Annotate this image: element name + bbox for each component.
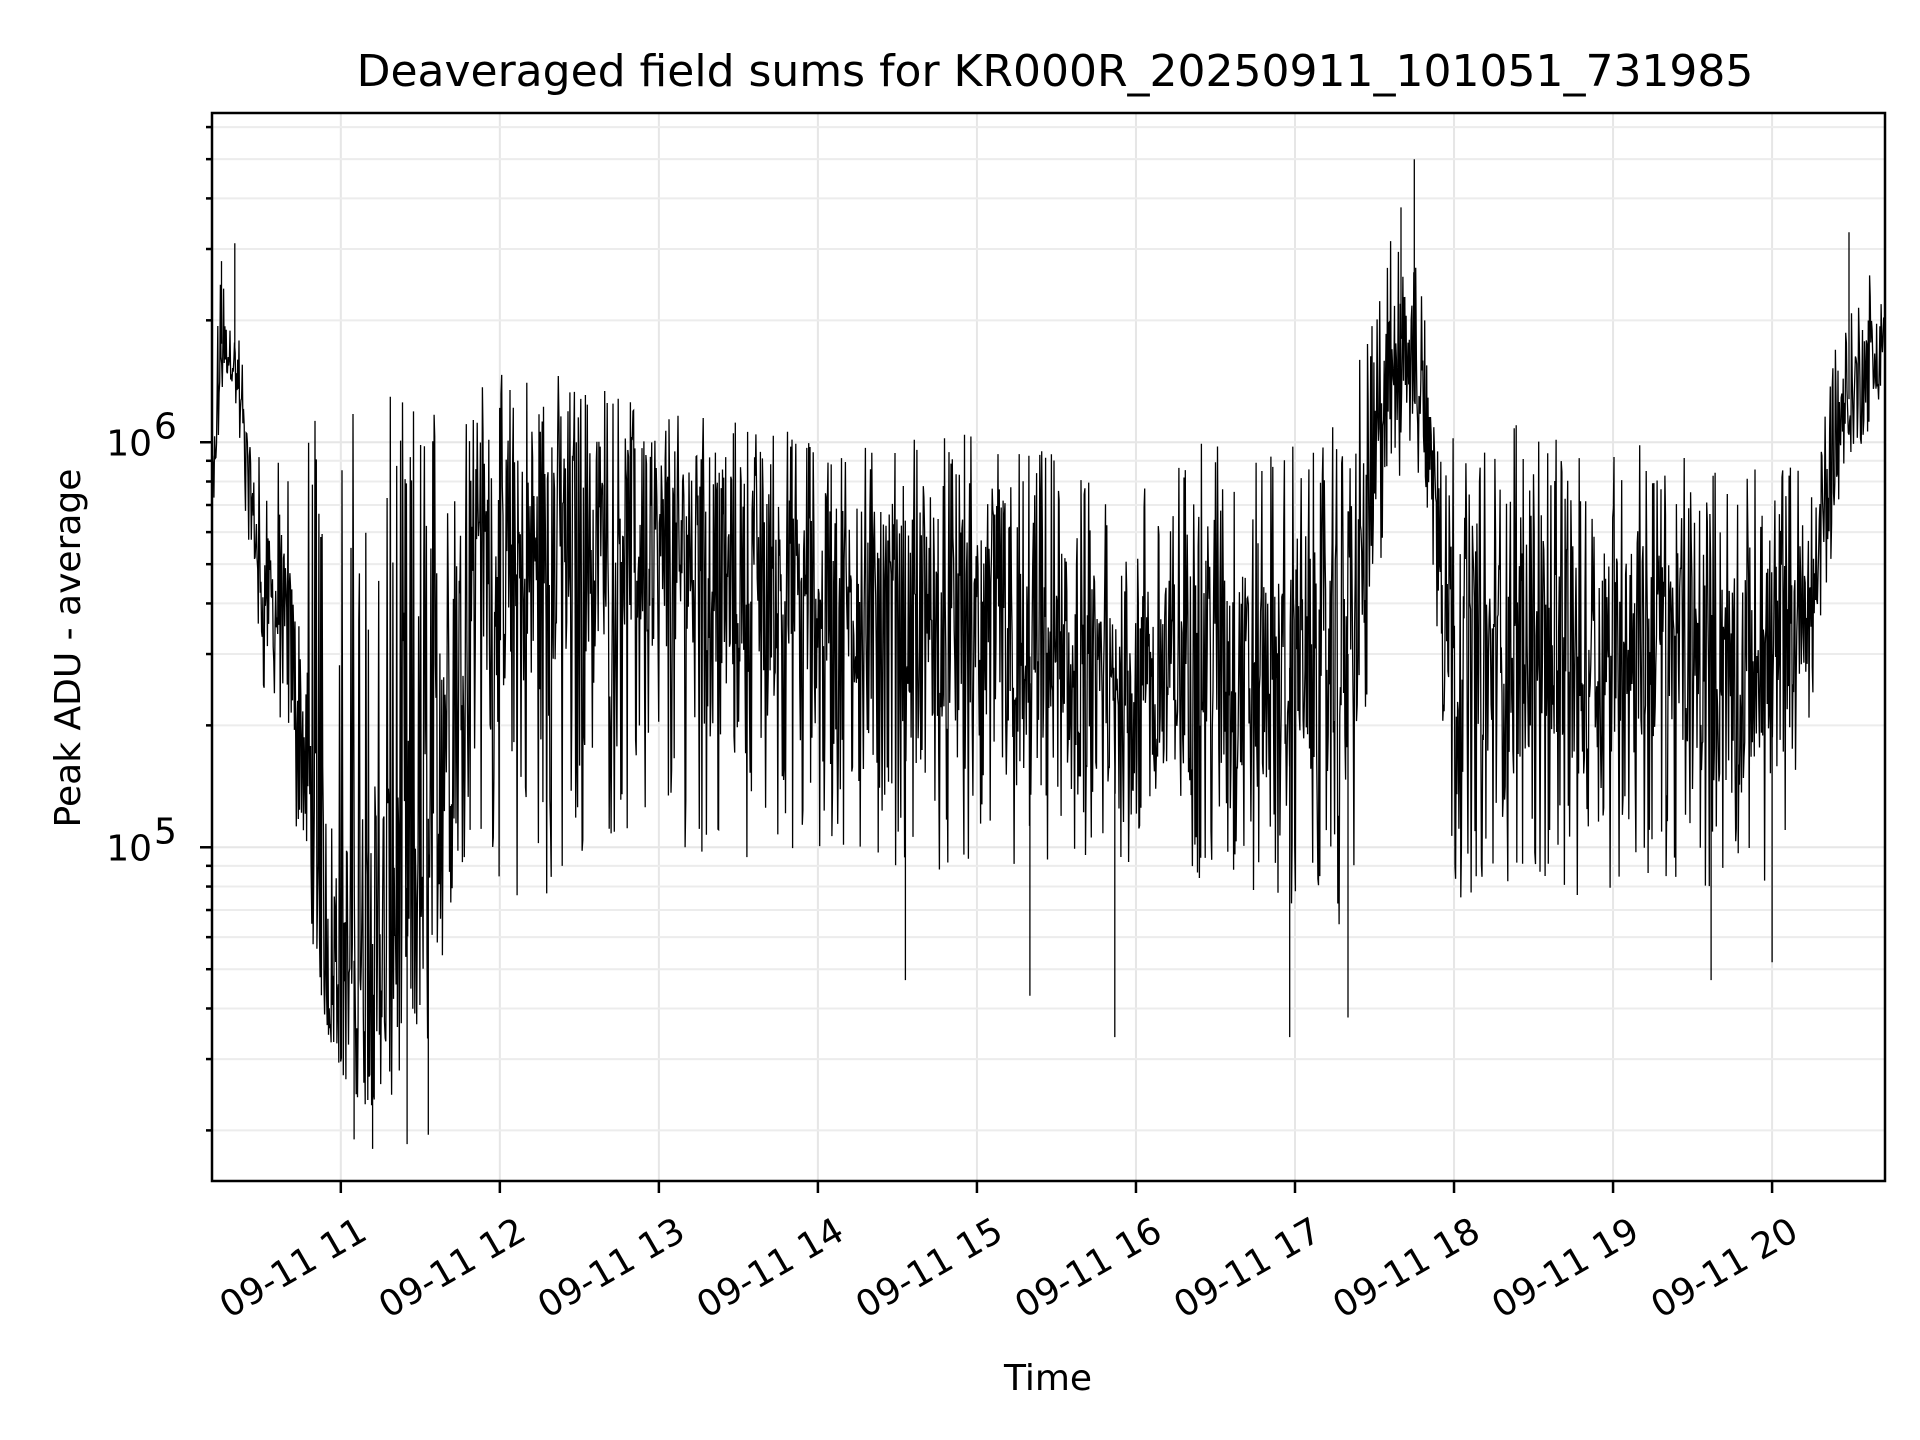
x-tick-label-3: 09-11 14 bbox=[690, 1210, 851, 1326]
y-axis-label: Peak ADU - average bbox=[48, 469, 89, 828]
x-tick-label-9: 09-11 20 bbox=[1644, 1210, 1805, 1326]
x-axis-label: Time bbox=[1003, 1358, 1092, 1399]
plot-frame bbox=[210, 111, 1887, 1183]
y-tick-label-1: 10 bbox=[106, 423, 152, 464]
chart-title: Deaveraged field sums for KR000R_2025091… bbox=[357, 46, 1754, 97]
series-line bbox=[211, 159, 1886, 1149]
x-tick-label-2: 09-11 13 bbox=[531, 1210, 692, 1326]
x-tick-label-4: 09-11 15 bbox=[849, 1210, 1010, 1326]
x-tick-label-5: 09-11 16 bbox=[1008, 1210, 1169, 1326]
y-tick-exponent-0: 5 bbox=[154, 811, 177, 852]
x-tick-label-1: 09-11 12 bbox=[372, 1210, 533, 1326]
x-tick-label-6: 09-11 17 bbox=[1167, 1210, 1328, 1326]
y-tick-exponent-1: 6 bbox=[154, 406, 177, 447]
x-tick-label-0: 09-11 11 bbox=[213, 1210, 374, 1326]
x-tick-label-7: 09-11 18 bbox=[1326, 1210, 1487, 1326]
grid bbox=[212, 113, 1885, 1181]
y-tick-label-0: 10 bbox=[106, 828, 152, 869]
data-series bbox=[211, 159, 1886, 1149]
x-tick-label-8: 09-11 19 bbox=[1485, 1210, 1646, 1326]
